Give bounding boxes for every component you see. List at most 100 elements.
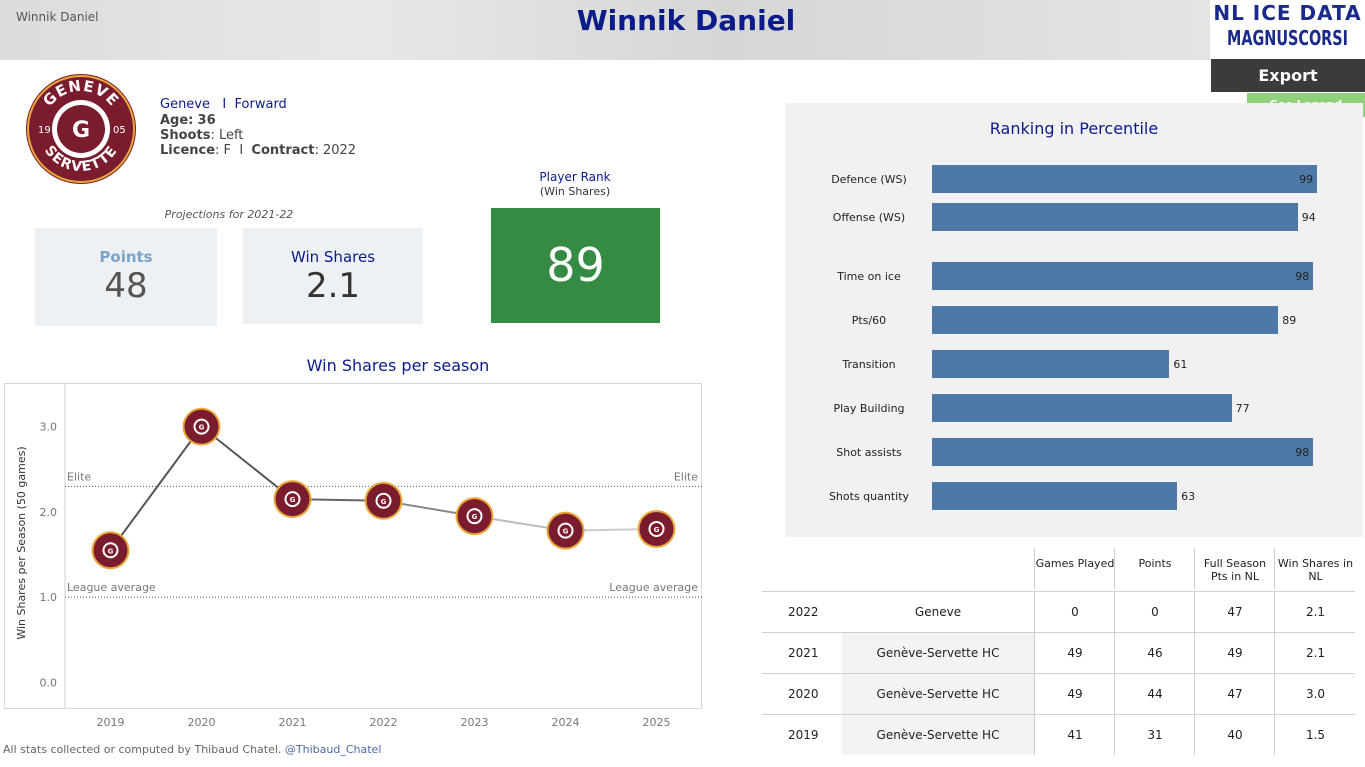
table-cell: 0: [1114, 592, 1195, 632]
table-cell: Genève-Servette HC: [842, 674, 1034, 714]
percentile-value: 98: [1295, 270, 1310, 283]
table-cell: 1.5: [1274, 715, 1356, 755]
table-cell: 49: [1034, 633, 1115, 673]
player-rank-sub: (Win Shares): [539, 185, 611, 198]
percentile-label: Shot assists: [836, 446, 902, 459]
table-cell: Genève-Servette HC: [842, 633, 1034, 673]
table-row[interactable]: 2022 Geneve 0 0 47 2.1: [762, 591, 1355, 632]
table-cell: 2022: [788, 605, 819, 619]
footer-handle-link[interactable]: @Thibaud_Chatel: [284, 743, 382, 756]
table-cell: 2.1: [1274, 633, 1356, 673]
ws-chart-title: Win Shares per season: [306, 356, 490, 375]
percentile-bar[interactable]: [932, 350, 1170, 378]
table-cell: 41: [1034, 715, 1115, 755]
shoots-label: Shoots: [160, 128, 211, 143]
reference-label-right: Elite: [674, 470, 698, 483]
brand-line2: MAGNUSCORSI: [1227, 26, 1348, 50]
brand-line1: NL ICE DATA: [1213, 1, 1362, 25]
percentile-value: 99: [1299, 173, 1314, 186]
table-cell: 2020: [788, 687, 819, 701]
points-card: Points 48: [35, 228, 217, 326]
data-point-logo[interactable]: G: [637, 509, 676, 548]
table-row[interactable]: 2019 Genève-Servette HC 41 31 40 1.5: [762, 714, 1355, 755]
table-cell: 31: [1114, 715, 1195, 755]
table-row[interactable]: 2020 Genève-Servette HC 49 44 47 3.0: [762, 673, 1355, 714]
table-cell: 46: [1114, 633, 1195, 673]
x-tick-label: 2019: [97, 716, 125, 729]
team-position: Geneve I Forward: [160, 97, 287, 112]
header-player-name: Winnik Daniel: [16, 10, 99, 24]
table-cell: 3.0: [1274, 674, 1356, 714]
age-value: 36: [197, 113, 216, 128]
table-cell: 2019: [788, 728, 819, 742]
shoots-value: : Left: [210, 128, 244, 143]
svg-text:G: G: [654, 526, 660, 534]
svg-text:G: G: [290, 496, 296, 504]
y-tick-label: 0.0: [40, 676, 58, 689]
percentile-label: Transition: [842, 358, 896, 371]
percentile-label: Shots quantity: [828, 490, 910, 503]
shoots-line: Shoots: Left: [160, 128, 243, 143]
percentile-value: 77: [1235, 402, 1250, 415]
table-cell: 2021: [788, 646, 819, 660]
x-tick-label: 2020: [188, 716, 216, 729]
contract-label: Contract: [251, 143, 315, 158]
percentile-label: Defence (WS): [831, 173, 907, 186]
contract-value: : 2022: [314, 143, 357, 158]
table-cell: 47: [1194, 592, 1275, 632]
table-cell: 40: [1194, 715, 1275, 755]
percentile-panel: Ranking in Percentile Defence (WS) 99 Offe…: [785, 103, 1363, 537]
svg-text:G: G: [72, 118, 90, 143]
data-point-logo[interactable]: G: [273, 480, 312, 519]
table-cell: 47: [1194, 674, 1275, 714]
data-point-logo[interactable]: G: [455, 497, 494, 536]
table-cell: 0: [1034, 592, 1115, 632]
y-tick-label: 1.0: [40, 591, 58, 604]
table-header-cell: Full Season Pts in NL: [1194, 548, 1275, 590]
svg-text:G: G: [472, 513, 478, 521]
percentile-value: 89: [1282, 314, 1297, 327]
data-point-logo[interactable]: G: [182, 407, 221, 446]
percentile-bar[interactable]: [932, 165, 1318, 193]
separator: I: [222, 97, 227, 112]
header-banner: [0, 0, 1210, 60]
data-point-logo[interactable]: G: [546, 511, 585, 550]
series-segment: [200, 425, 294, 500]
percentile-bar[interactable]: [932, 203, 1298, 231]
data-point-logo[interactable]: G: [91, 531, 130, 570]
licence-value: : F: [215, 143, 232, 158]
percentile-value: 98: [1295, 446, 1310, 459]
percentile-bar[interactable]: [932, 306, 1279, 334]
logo-right-num: 05: [113, 125, 126, 136]
brand-logo[interactable]: NL ICE DATA MAGNUSCORSI: [1210, 0, 1365, 58]
points-value: 48: [104, 266, 148, 306]
percentile-label: Pts/60: [851, 314, 887, 327]
percentile-bar[interactable]: [932, 394, 1232, 422]
reference-label-right: League average: [609, 581, 698, 594]
percentile-value: 63: [1181, 490, 1196, 503]
export-button[interactable]: Export: [1211, 59, 1365, 92]
reference-label-left: Elite: [67, 470, 91, 483]
svg-text:G: G: [563, 528, 569, 536]
percentile-bar[interactable]: [932, 482, 1178, 510]
win-shares-card: Win Shares 2.1: [243, 228, 423, 324]
percentile-label: Offense (WS): [832, 211, 906, 224]
table-row[interactable]: 2021 Genève-Servette HC 49 46 49 2.1: [762, 632, 1355, 673]
percentile-value: 61: [1173, 358, 1188, 371]
percentile-bar[interactable]: [932, 262, 1314, 290]
svg-text:G: G: [381, 498, 387, 506]
percentile-value: 94: [1301, 211, 1316, 224]
licence-line: Licence: F I Contract: 2022: [160, 143, 356, 158]
svg-text:G: G: [199, 424, 205, 432]
team-name: Geneve: [160, 97, 211, 112]
x-tick-label: 2023: [461, 716, 489, 729]
licence-label: Licence: [160, 143, 216, 158]
x-tick-label: 2025: [643, 716, 671, 729]
data-point-logo[interactable]: G: [364, 481, 403, 520]
x-tick-label: 2021: [279, 716, 307, 729]
age-label: Age:: [160, 113, 194, 128]
table-cell: Genève-Servette HC: [842, 715, 1034, 755]
percentile-bar[interactable]: [932, 438, 1314, 466]
win-shares-label: Win Shares: [290, 248, 376, 266]
table-header-cell: Win Shares in NL: [1274, 548, 1356, 590]
